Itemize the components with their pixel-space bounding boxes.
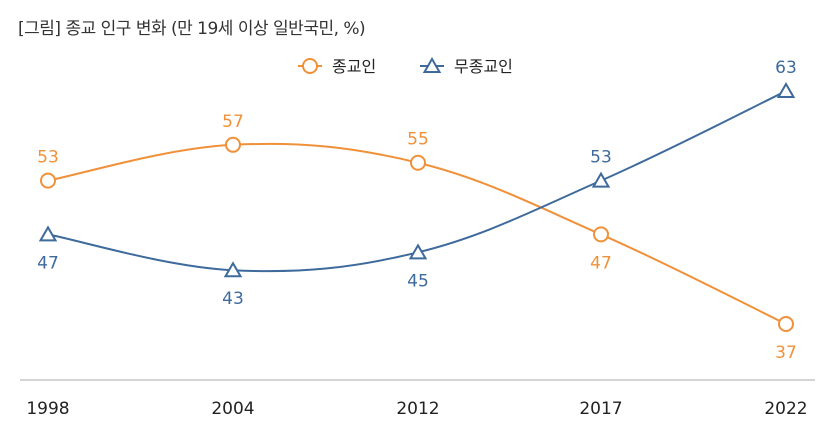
x-tick-label: 2004	[211, 399, 254, 419]
data-point-marker	[225, 136, 241, 153]
x-tick-label: 2017	[579, 399, 622, 419]
data-label: 55	[407, 130, 429, 150]
legend-triangle-icon	[422, 56, 442, 73]
series-line-0	[47, 142, 787, 325]
legend-circle-icon	[302, 58, 318, 74]
data-label: 43	[222, 289, 244, 309]
data-label: 53	[37, 148, 59, 168]
data-point-marker	[408, 243, 428, 260]
data-label: 37	[775, 343, 797, 363]
data-label: 45	[407, 271, 429, 291]
x-tick-label: 2012	[396, 399, 439, 419]
legend-label: 종교인	[332, 57, 376, 76]
data-point-marker	[38, 225, 58, 242]
data-point-marker	[776, 82, 796, 99]
chart-title: [그림] 종교 인구 변화 (만 19세 이상 일반국민, %)	[18, 19, 366, 39]
series-line-1	[47, 90, 787, 273]
x-tick-label: 1998	[26, 399, 69, 419]
data-label: 57	[222, 112, 244, 132]
data-label: 63	[775, 58, 797, 78]
data-point-marker	[410, 154, 426, 171]
legend-label: 무종교인	[454, 57, 513, 76]
data-point-marker	[223, 261, 243, 278]
x-tick-label: 2022	[764, 399, 807, 419]
data-label: 47	[590, 253, 612, 273]
data-point-marker	[591, 171, 611, 188]
data-label: 53	[590, 148, 612, 168]
data-label: 47	[37, 253, 59, 273]
data-point-marker	[778, 316, 794, 332]
data-point-marker	[593, 226, 609, 243]
data-point-marker	[40, 172, 56, 189]
